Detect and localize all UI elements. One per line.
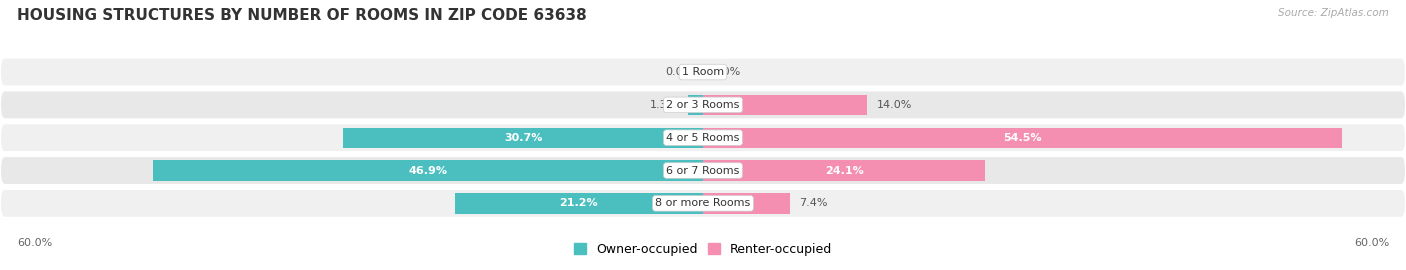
Text: 21.2%: 21.2% (560, 198, 598, 208)
Text: Source: ZipAtlas.com: Source: ZipAtlas.com (1278, 8, 1389, 18)
Bar (703, 95, 868, 115)
Text: 0.0%: 0.0% (713, 67, 741, 77)
Text: 4 or 5 Rooms: 4 or 5 Rooms (666, 133, 740, 143)
Text: 6 or 7 Rooms: 6 or 7 Rooms (666, 166, 740, 176)
Text: 54.5%: 54.5% (1002, 133, 1042, 143)
Text: 1 Room: 1 Room (682, 67, 724, 77)
Text: 46.9%: 46.9% (409, 166, 447, 176)
Text: 24.1%: 24.1% (825, 166, 863, 176)
Bar (153, 160, 703, 181)
Legend: Owner-occupied, Renter-occupied: Owner-occupied, Renter-occupied (571, 240, 835, 258)
FancyBboxPatch shape (0, 156, 1406, 185)
Text: 2 or 3 Rooms: 2 or 3 Rooms (666, 100, 740, 110)
FancyBboxPatch shape (0, 58, 1406, 86)
Text: 7.4%: 7.4% (799, 198, 828, 208)
Text: 60.0%: 60.0% (17, 238, 52, 248)
Text: 30.7%: 30.7% (503, 133, 543, 143)
FancyBboxPatch shape (0, 189, 1406, 218)
FancyBboxPatch shape (0, 90, 1406, 119)
Text: 8 or more Rooms: 8 or more Rooms (655, 198, 751, 208)
Bar (703, 193, 790, 214)
Text: 1.3%: 1.3% (650, 100, 678, 110)
Bar (703, 127, 1341, 148)
Text: 0.0%: 0.0% (665, 67, 693, 77)
Bar (454, 193, 703, 214)
Text: 60.0%: 60.0% (1354, 238, 1389, 248)
Text: 14.0%: 14.0% (876, 100, 911, 110)
Bar (703, 160, 986, 181)
Text: HOUSING STRUCTURES BY NUMBER OF ROOMS IN ZIP CODE 63638: HOUSING STRUCTURES BY NUMBER OF ROOMS IN… (17, 8, 586, 23)
Bar (343, 127, 703, 148)
Bar (688, 95, 703, 115)
FancyBboxPatch shape (0, 123, 1406, 152)
